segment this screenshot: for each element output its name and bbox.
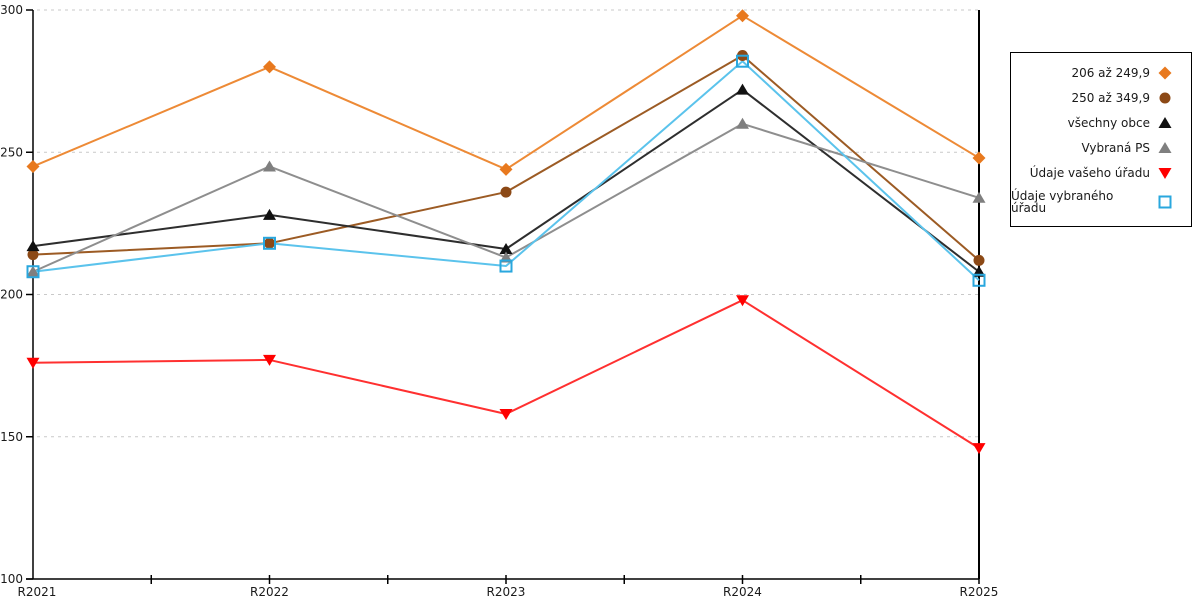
triangle-down-icon <box>26 357 40 369</box>
triangle-up-icon <box>263 208 276 220</box>
legend-item-label: Údaje vašeho úřadu <box>1029 166 1150 180</box>
x-axis-label: R2023 <box>487 585 526 599</box>
triangle-up-icon <box>736 83 749 95</box>
diamond-icon <box>972 151 986 165</box>
legend-box: 206 až 249,9 250 až 349,9 všechny obce Vybr… <box>1010 52 1192 227</box>
triangle-up-icon <box>736 117 749 129</box>
y-axis-label: 100 <box>0 572 23 586</box>
circle-icon <box>500 186 512 198</box>
x-axis-label: R2022 <box>250 585 289 599</box>
legend-item-label: 206 až 249,9 <box>1071 66 1150 80</box>
legend-item: Údaje vašeho úřadu <box>1011 165 1191 181</box>
legend-item-label: Údaje vybraného úřadu <box>1011 189 1114 215</box>
circle-icon <box>973 254 985 266</box>
series-line <box>32 299 980 449</box>
series-line <box>32 60 980 282</box>
legend-item: Údaje vybraného úřadu <box>1011 190 1191 214</box>
diamond-icon <box>1158 66 1172 80</box>
legend-item: 206 až 249,9 <box>1011 65 1191 81</box>
triangle-up-icon <box>1158 142 1172 153</box>
legend-marker <box>1159 92 1171 104</box>
legend-item: všechny obce <box>1011 115 1191 131</box>
triangle-down-icon <box>972 443 986 455</box>
square-open-icon <box>263 236 276 250</box>
triangle-up-icon <box>1158 117 1172 128</box>
square-open-icon <box>736 54 749 68</box>
y-axis-label: 150 <box>0 430 23 444</box>
square-open-icon <box>26 265 40 279</box>
triangle-up-icon <box>26 265 40 277</box>
series-line <box>32 54 980 262</box>
legend-item: 250 až 349,9 <box>1011 90 1191 106</box>
triangle-up-icon <box>26 240 40 252</box>
x-axis-label: R2021 <box>18 585 57 599</box>
diamond-icon <box>26 159 40 173</box>
circle-icon <box>27 249 39 261</box>
diamond-icon <box>263 60 276 74</box>
legend-item-label: Vybraná PS <box>1081 141 1150 155</box>
triangle-up-icon <box>263 160 276 172</box>
legend-marker <box>1158 66 1172 80</box>
series-line <box>32 14 980 171</box>
legend-item-label: všechny obce <box>1067 116 1150 130</box>
circle-icon <box>1159 92 1171 104</box>
legend-marker <box>1158 168 1172 179</box>
legend-item: Vybraná PS <box>1011 140 1191 156</box>
triangle-down-icon <box>499 408 513 420</box>
triangle-up-icon <box>499 242 513 254</box>
square-open-icon <box>972 273 986 287</box>
y-axis-label: 250 <box>0 145 23 159</box>
x-axis-label: R2024 <box>723 585 762 599</box>
triangle-down-icon <box>736 295 749 307</box>
triangle-down-icon <box>1158 168 1172 179</box>
x-axis-label: R2025 <box>960 585 999 599</box>
triangle-down-icon <box>263 354 276 366</box>
triangle-up-icon <box>972 191 986 203</box>
y-axis-label: 300 <box>0 3 23 17</box>
legend-marker <box>1158 195 1172 209</box>
square-open-icon <box>1158 195 1172 209</box>
diamond-icon <box>736 9 749 23</box>
y-axis-label: 200 <box>0 288 23 302</box>
diamond-icon <box>499 162 513 176</box>
legend-item-label: 250 až 349,9 <box>1071 91 1150 105</box>
legend-marker <box>1158 142 1172 153</box>
legend-marker <box>1158 117 1172 128</box>
circle-icon <box>264 237 275 249</box>
square-open-icon <box>499 259 513 273</box>
